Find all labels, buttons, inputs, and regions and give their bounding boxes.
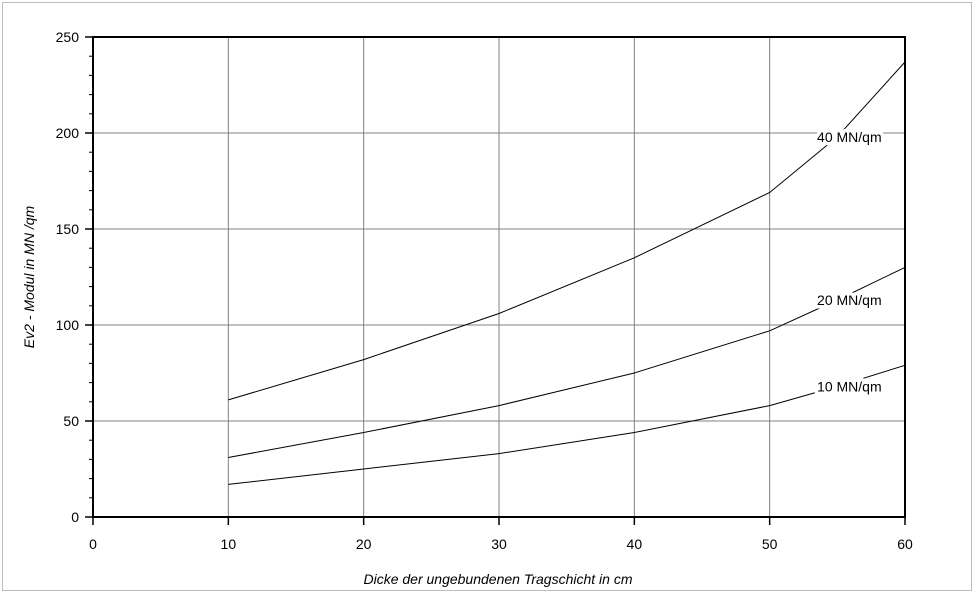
series-label: 20 MN/qm	[817, 292, 882, 308]
x-tick-label: 30	[491, 536, 507, 552]
y-tick-label: 100	[56, 317, 80, 333]
y-tick-label: 250	[56, 29, 80, 45]
x-tick-label: 60	[897, 536, 913, 552]
y-tick-label: 50	[63, 413, 79, 429]
x-tick-label: 20	[356, 536, 372, 552]
grid	[93, 37, 905, 517]
series-line	[228, 61, 906, 401]
y-tick-label: 0	[71, 509, 79, 525]
series-label-halo: 20 MN/qm	[817, 292, 882, 308]
series-label-halo: 40 MN/qm	[817, 129, 882, 145]
x-tick-label: 0	[89, 536, 97, 552]
x-tick-label: 50	[762, 536, 778, 552]
y-axis-title: Ev2 - Modul in MN /qm	[21, 205, 37, 348]
y-tick-label: 200	[56, 125, 80, 141]
tick-labels: 0 50 100 150 200 250 0 10 20 30 40 50 60	[56, 29, 913, 552]
x-axis-title: Dicke der ungebundenen Tragschicht in cm	[363, 571, 632, 587]
series-label-halo: 10 MN/qm	[817, 378, 882, 394]
axes	[85, 36, 906, 525]
series-line	[228, 364, 906, 485]
x-tick-label: 40	[627, 536, 643, 552]
y-tick-label: 150	[56, 221, 80, 237]
x-tick-label: 10	[221, 536, 237, 552]
series-line	[228, 266, 906, 458]
series-label: 10 MN/qm	[817, 378, 882, 394]
series-label: 40 MN/qm	[817, 129, 882, 145]
